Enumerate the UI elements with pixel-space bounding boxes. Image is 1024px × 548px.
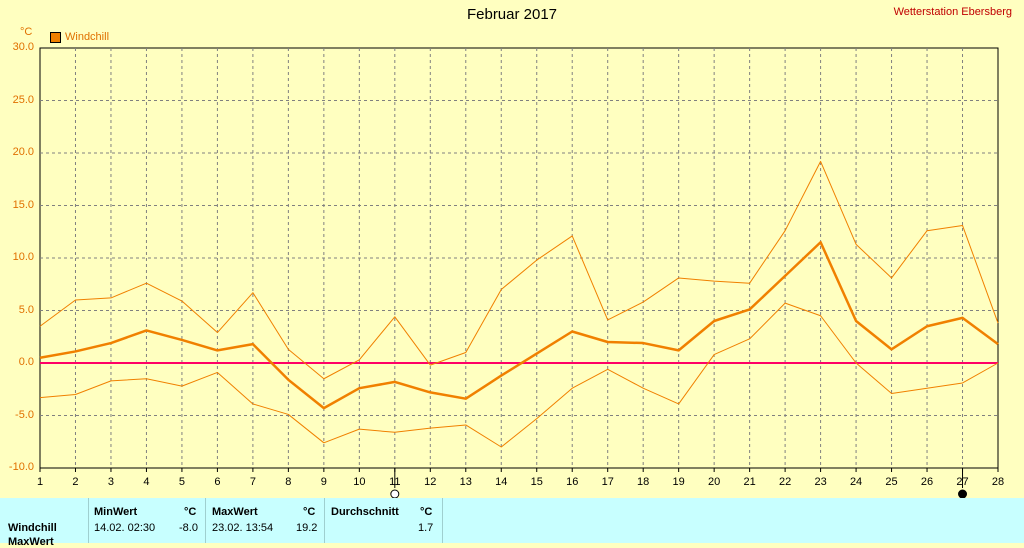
x-tick-label: 21 <box>743 476 756 488</box>
x-tick-label: 18 <box>637 476 650 488</box>
x-tick-label: 14 <box>495 476 508 488</box>
y-tick-label: 5.0 <box>18 303 34 316</box>
x-tick-label: 25 <box>885 476 898 488</box>
x-tick-label: 7 <box>249 476 256 488</box>
moon-phase-icon <box>958 489 968 498</box>
min-date: 14.02. 02:30 <box>94 522 156 534</box>
max-header: MaxWert <box>212 506 258 518</box>
max-value: 19.2 <box>296 522 318 534</box>
min-unit: °C <box>184 506 197 518</box>
min-header: MinWert <box>94 506 138 518</box>
series-line-max <box>39 160 999 380</box>
x-tick-label: 20 <box>708 476 721 488</box>
y-tick-label: -5.0 <box>15 408 34 421</box>
x-tick-label: 4 <box>143 476 150 488</box>
legend-swatch <box>50 31 61 43</box>
avg-unit: °C <box>420 506 433 518</box>
y-tick-label: 15.0 <box>12 198 34 211</box>
x-tick-label: 2 <box>72 476 79 488</box>
x-tick-label: 11 <box>389 476 401 488</box>
legend-label: Windchill <box>65 31 110 43</box>
x-tick-label: 3 <box>107 476 115 488</box>
x-tick-label: 13 <box>459 476 472 488</box>
x-tick-label: 1 <box>36 476 44 488</box>
series-line-min <box>39 302 999 448</box>
x-tick-label: 28 <box>991 476 1005 488</box>
x-tick-label: 15 <box>530 476 543 488</box>
y-tick-label: 0.0 <box>18 356 34 368</box>
x-tick-label: 22 <box>778 476 792 488</box>
chart-title: Februar 2017 <box>466 6 558 23</box>
x-tick-label: 9 <box>320 476 327 488</box>
moon-phase-icon <box>390 489 400 498</box>
x-tick-label: 17 <box>601 476 614 488</box>
avg-value: 1.7 <box>418 522 434 534</box>
stats-row-label: Windchill <box>8 522 57 534</box>
y-tick-label: 30.0 <box>12 41 34 53</box>
station-name: Wetterstation Ebersberg <box>893 6 1012 18</box>
y-tick-label: 20.0 <box>12 146 34 158</box>
avg-header: Durchschnitt <box>331 506 399 518</box>
x-tick-label: 27 <box>956 476 969 488</box>
x-tick-label: 19 <box>672 476 685 488</box>
plot-frame <box>39 47 999 469</box>
x-tick-label: 12 <box>424 476 437 488</box>
x-tick-label: 10 <box>353 476 366 488</box>
stats-row-label-2: MaxWert <box>8 536 54 548</box>
x-tick-label: 8 <box>285 476 292 488</box>
x-tick-label: 6 <box>214 476 221 488</box>
max-unit: °C <box>303 506 316 518</box>
chart-area <box>39 47 999 498</box>
x-tick-label: 16 <box>566 476 579 488</box>
stats-panel: Windchill MaxWert MinWert °C 14.02. 02:3… <box>0 498 1024 548</box>
y-tick-label: 10.0 <box>12 251 34 263</box>
x-tick-label: 26 <box>920 476 934 488</box>
max-date: 23.02. 13:54 <box>212 522 274 534</box>
series-line-mean <box>39 241 999 410</box>
x-tick-label: 23 <box>814 476 827 488</box>
x-tick-label: 5 <box>178 476 185 488</box>
y-tick-label: -10.0 <box>8 461 34 473</box>
y-axis-unit: °C <box>20 26 33 38</box>
min-value: -8.0 <box>179 522 198 534</box>
legend: Windchill <box>50 31 109 43</box>
x-tick-label: 24 <box>849 476 863 488</box>
y-tick-label: 25.0 <box>12 93 34 106</box>
